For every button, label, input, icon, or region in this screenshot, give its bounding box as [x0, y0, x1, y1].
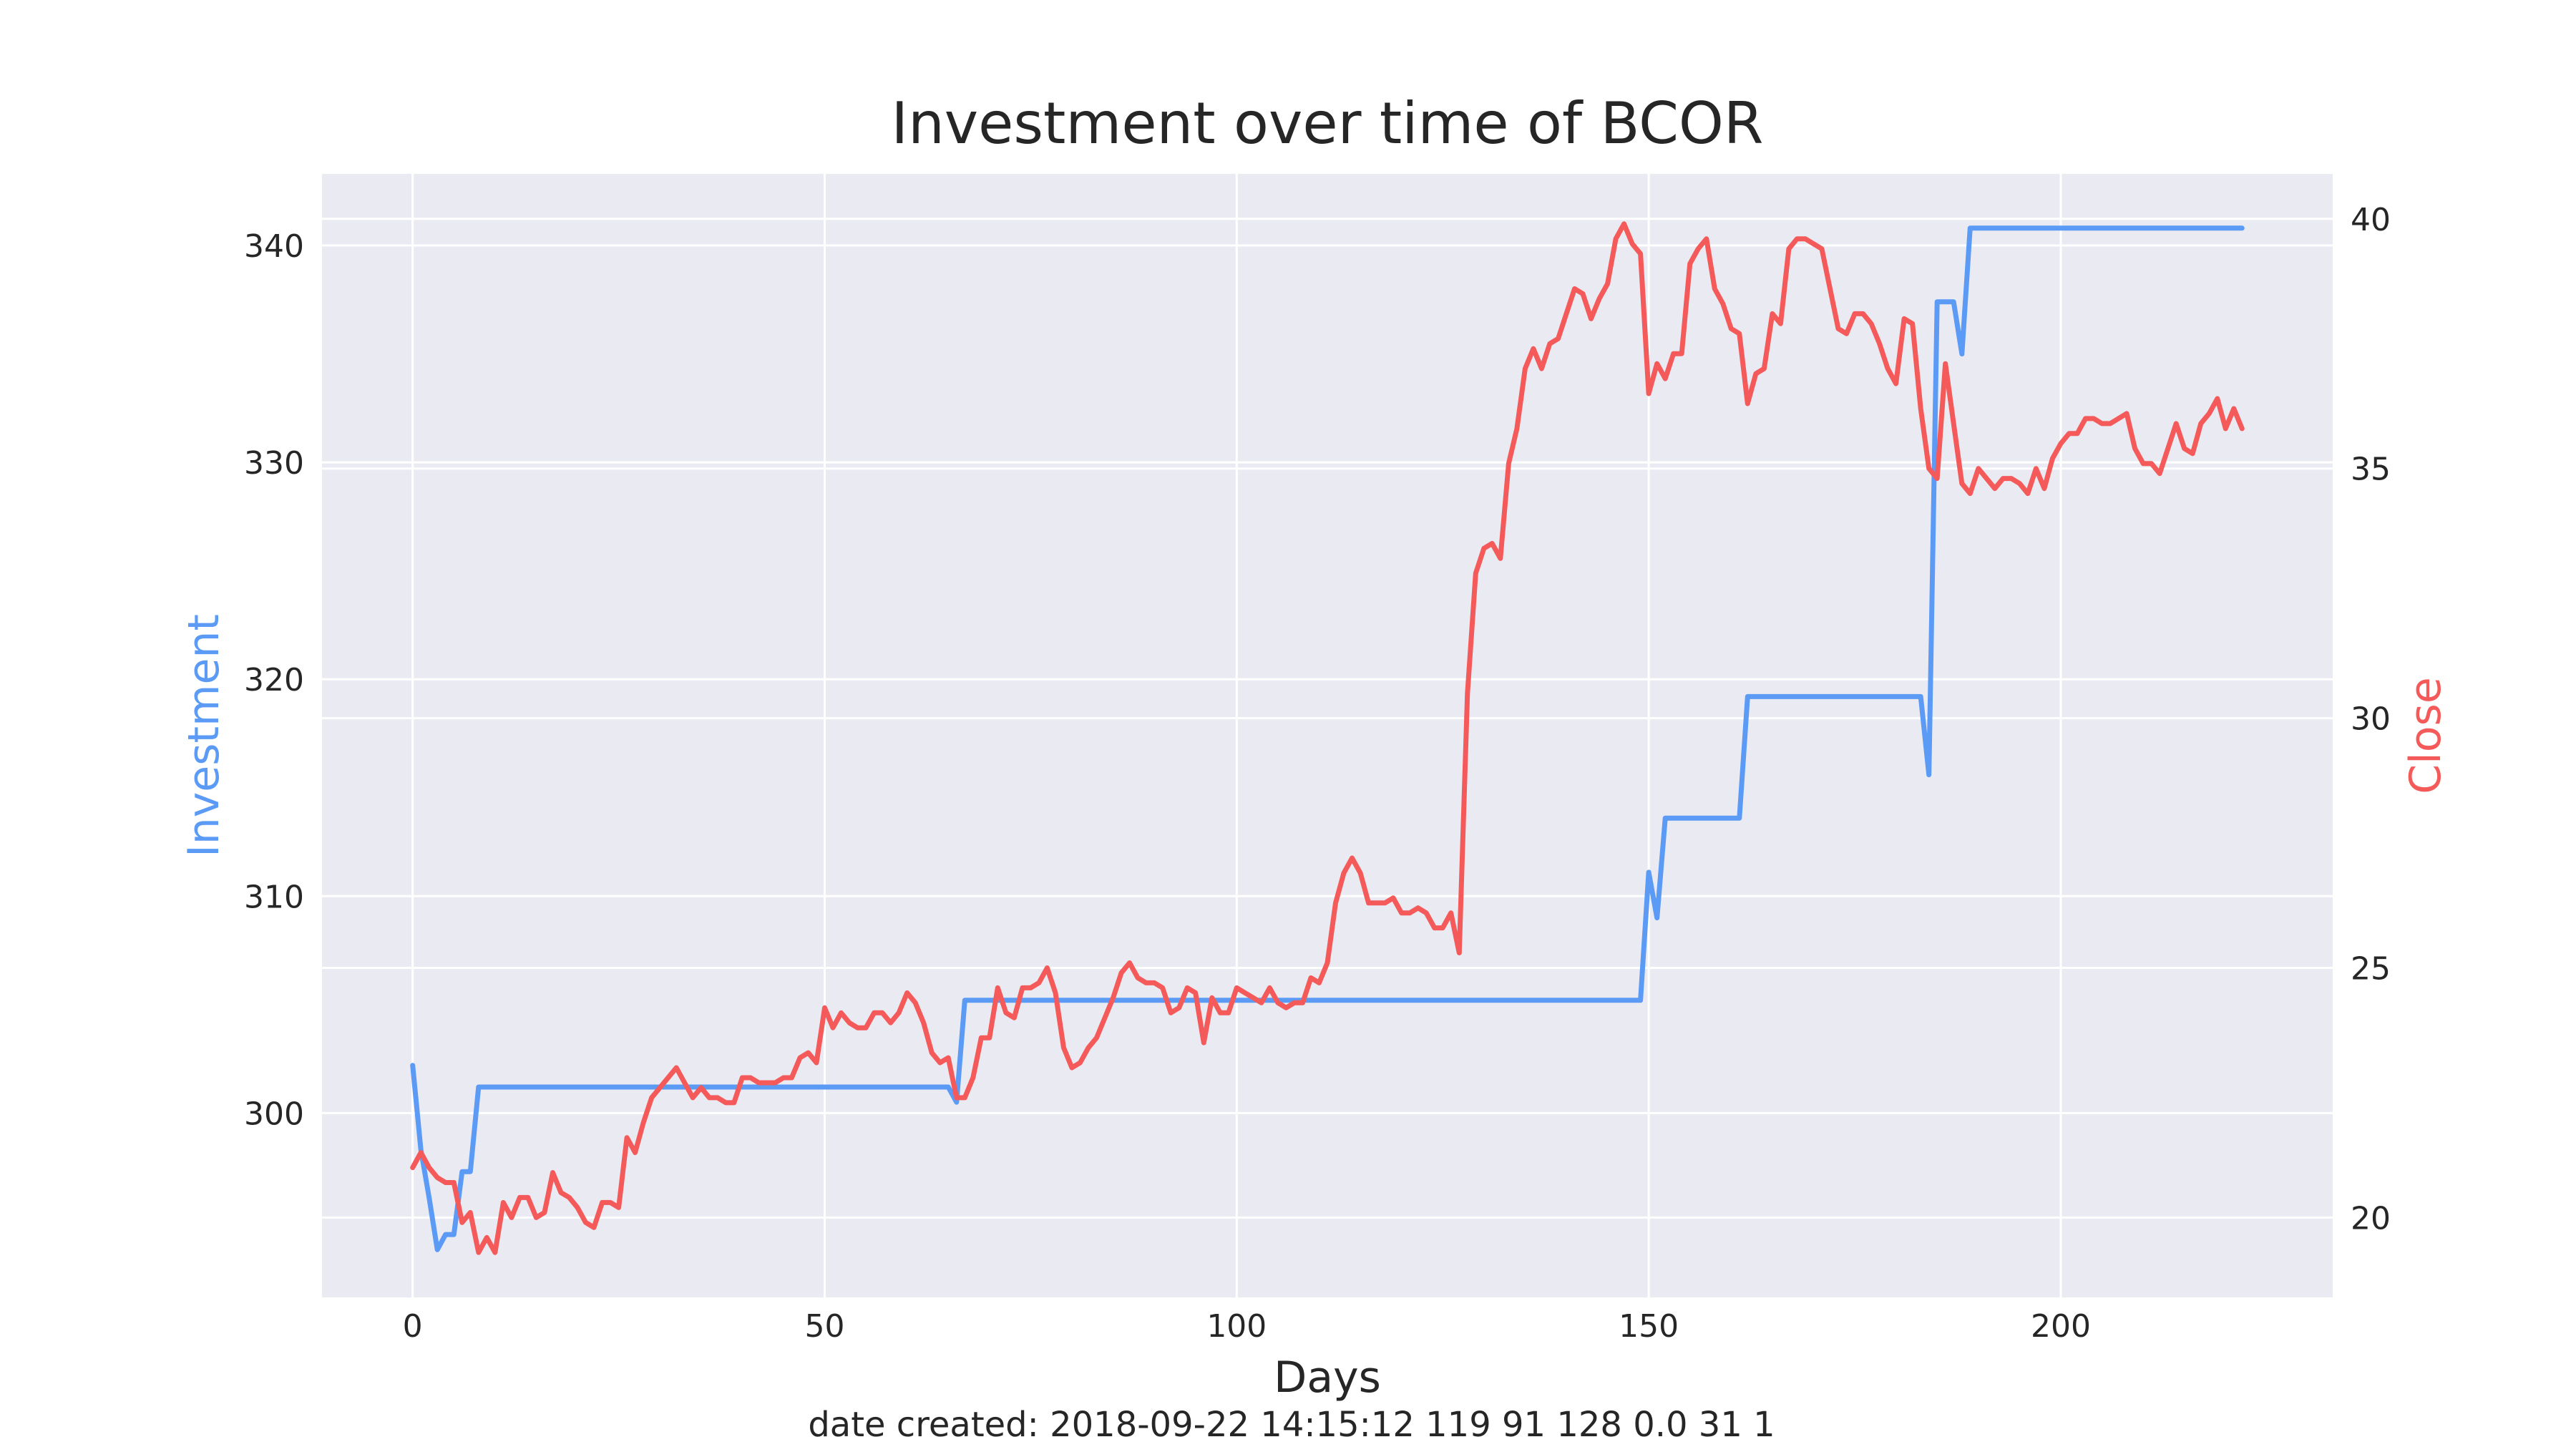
y-tick-label-left: 330 — [244, 445, 304, 482]
x-tick-label: 200 — [2031, 1308, 2091, 1345]
y-tick-label-right: 20 — [2351, 1200, 2391, 1237]
y-tick-label-right: 40 — [2351, 202, 2391, 238]
close-price-line — [410, 221, 2245, 1255]
x-tick-label: 100 — [1206, 1308, 1267, 1345]
y-tick-label-left: 300 — [244, 1096, 304, 1132]
footer-date-created: date created: 2018-09-22 14:15:12 119 91… — [808, 1405, 1775, 1445]
investment-line — [410, 225, 2245, 1252]
y-tick-label-right: 30 — [2351, 701, 2391, 738]
plot-background — [322, 174, 2333, 1297]
y-axis-label-investment: Investment — [179, 614, 229, 857]
y-tick-label-left: 310 — [244, 879, 304, 915]
y-tick-label-left: 320 — [244, 662, 304, 698]
y-tick-label-left: 340 — [244, 228, 304, 265]
gridlines — [322, 174, 2333, 1297]
x-tick-label: 150 — [1619, 1308, 1679, 1345]
y-axis-label-close: Close — [2401, 677, 2451, 794]
x-axis-label: Days — [1274, 1353, 1381, 1403]
tick-labels: 0 50 100 150 200 300 310 320 330 340 20 25 30 35 40 — [244, 202, 2391, 1345]
y-tick-label-right: 35 — [2351, 452, 2391, 488]
x-tick-label: 0 — [403, 1308, 423, 1345]
x-tick-label: 50 — [805, 1308, 845, 1345]
series-lines — [410, 221, 2245, 1255]
y-tick-label-right: 25 — [2351, 950, 2391, 987]
chart-title: Investment over time of BCOR — [892, 90, 1764, 157]
